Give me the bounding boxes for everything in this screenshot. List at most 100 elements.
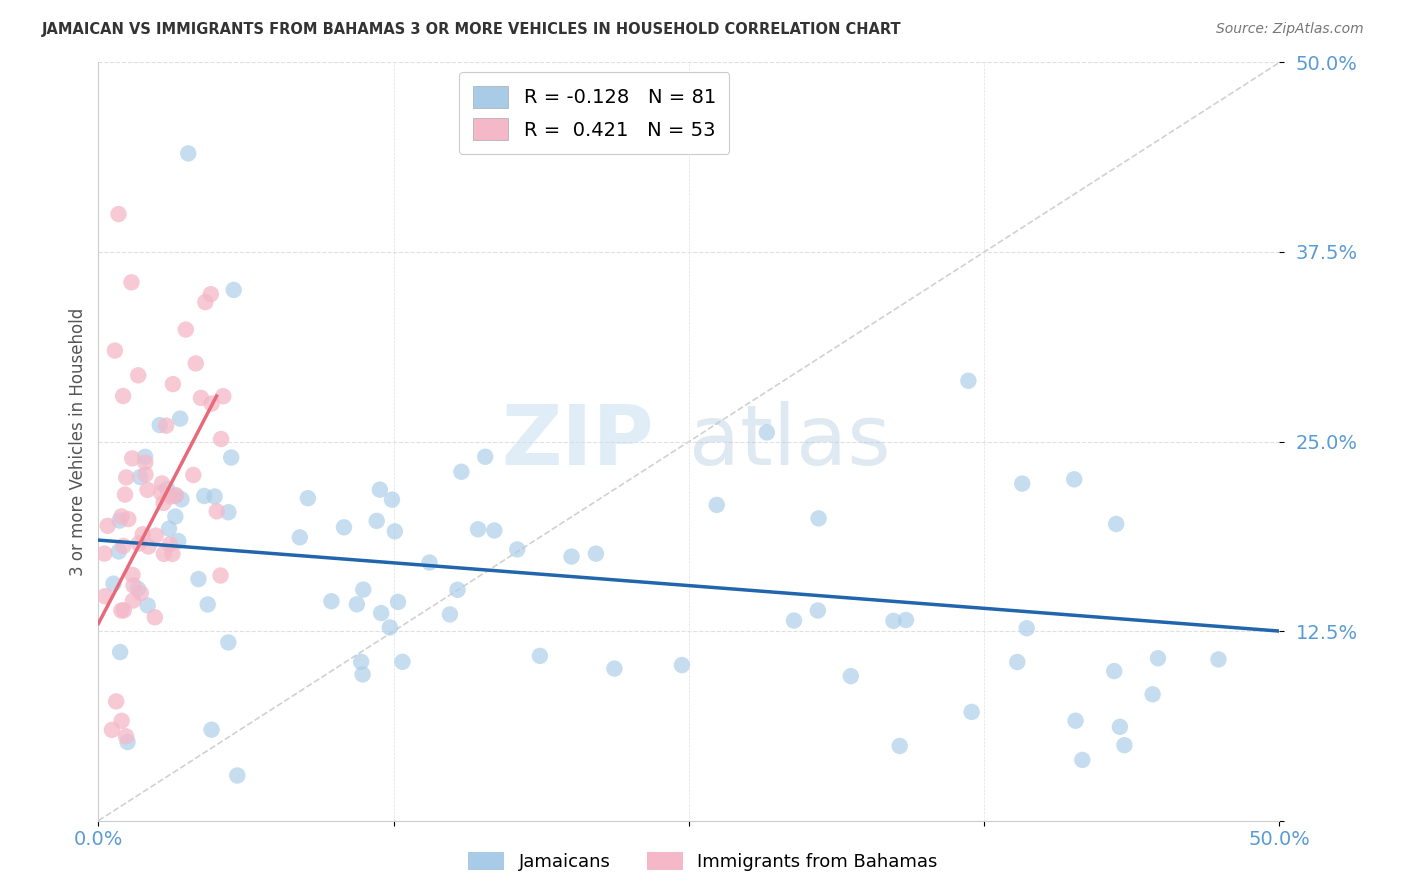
Point: [152, 496, 174, 510]
Legend: R = -0.128   N = 81, R =  0.421   N = 53: R = -0.128 N = 81, R = 0.421 N = 53: [460, 72, 730, 154]
Point: [783, 614, 806, 628]
Point: [219, 450, 242, 465]
Point: [93, 547, 115, 561]
Point: [177, 146, 200, 161]
Point: [108, 645, 131, 659]
Point: [150, 476, 173, 491]
Point: [153, 547, 176, 561]
Point: [128, 536, 150, 550]
Point: [957, 374, 980, 388]
Point: [585, 547, 607, 561]
Point: [201, 396, 224, 410]
Point: [529, 648, 551, 663]
Point: [145, 528, 167, 542]
Point: [333, 520, 356, 534]
Point: [889, 739, 911, 753]
Point: [439, 607, 461, 622]
Point: [1011, 476, 1033, 491]
Point: [603, 661, 626, 675]
Point: [190, 391, 212, 405]
Point: [467, 522, 489, 536]
Point: [114, 487, 136, 501]
Point: [1063, 472, 1085, 486]
Point: [474, 450, 496, 464]
Point: [122, 578, 145, 592]
Point: [1071, 753, 1094, 767]
Text: JAMAICAN VS IMMIGRANTS FROM BAHAMAS 3 OR MORE VEHICLES IN HOUSEHOLD CORRELATION : JAMAICAN VS IMMIGRANTS FROM BAHAMAS 3 OR…: [42, 22, 901, 37]
Point: [1208, 652, 1230, 666]
Point: [350, 655, 373, 669]
Point: [122, 593, 145, 607]
Point: [1102, 664, 1125, 678]
Point: [671, 658, 693, 673]
Point: [894, 613, 917, 627]
Point: [129, 586, 152, 600]
Point: [138, 540, 160, 554]
Point: [370, 606, 392, 620]
Point: [378, 620, 401, 634]
Point: [104, 343, 127, 358]
Point: [110, 603, 132, 617]
Point: [807, 511, 830, 525]
Point: [117, 512, 139, 526]
Point: [706, 498, 728, 512]
Text: Source: ZipAtlas.com: Source: ZipAtlas.com: [1216, 22, 1364, 37]
Point: [297, 491, 319, 506]
Point: [1015, 621, 1038, 635]
Point: [169, 411, 191, 425]
Point: [193, 489, 215, 503]
Point: [288, 530, 311, 544]
Point: [110, 509, 132, 524]
Point: [101, 723, 124, 737]
Point: [226, 768, 249, 782]
Point: [159, 537, 181, 551]
Legend: Jamaicans, Immigrants from Bahamas: Jamaicans, Immigrants from Bahamas: [461, 845, 945, 879]
Point: [1109, 720, 1132, 734]
Point: [127, 582, 149, 596]
Point: [387, 595, 409, 609]
Point: [346, 597, 368, 611]
Point: [200, 723, 222, 737]
Point: [107, 207, 129, 221]
Point: [181, 467, 204, 482]
Point: [184, 356, 207, 370]
Point: [174, 322, 197, 336]
Point: [111, 714, 134, 728]
Point: [103, 576, 125, 591]
Point: [217, 505, 239, 519]
Point: [882, 614, 904, 628]
Text: ZIP: ZIP: [501, 401, 654, 482]
Point: [127, 368, 149, 383]
Point: [170, 492, 193, 507]
Point: [150, 486, 173, 500]
Point: [165, 488, 187, 502]
Point: [167, 534, 190, 549]
Point: [484, 524, 506, 538]
Point: [384, 524, 406, 539]
Point: [97, 518, 120, 533]
Point: [1064, 714, 1087, 728]
Point: [162, 547, 184, 561]
Point: [197, 598, 219, 612]
Point: [1114, 738, 1136, 752]
Point: [1105, 516, 1128, 531]
Point: [217, 635, 239, 649]
Point: [134, 455, 156, 469]
Point: [209, 568, 232, 582]
Point: [807, 603, 830, 617]
Point: [418, 556, 440, 570]
Point: [222, 283, 245, 297]
Point: [391, 655, 413, 669]
Point: [194, 295, 217, 310]
Point: [112, 389, 135, 403]
Point: [121, 275, 143, 289]
Point: [105, 694, 128, 708]
Point: [321, 594, 343, 608]
Point: [839, 669, 862, 683]
Point: [132, 527, 155, 541]
Point: [506, 542, 529, 557]
Point: [1007, 655, 1029, 669]
Point: [155, 418, 177, 433]
Point: [115, 729, 138, 743]
Point: [94, 589, 117, 603]
